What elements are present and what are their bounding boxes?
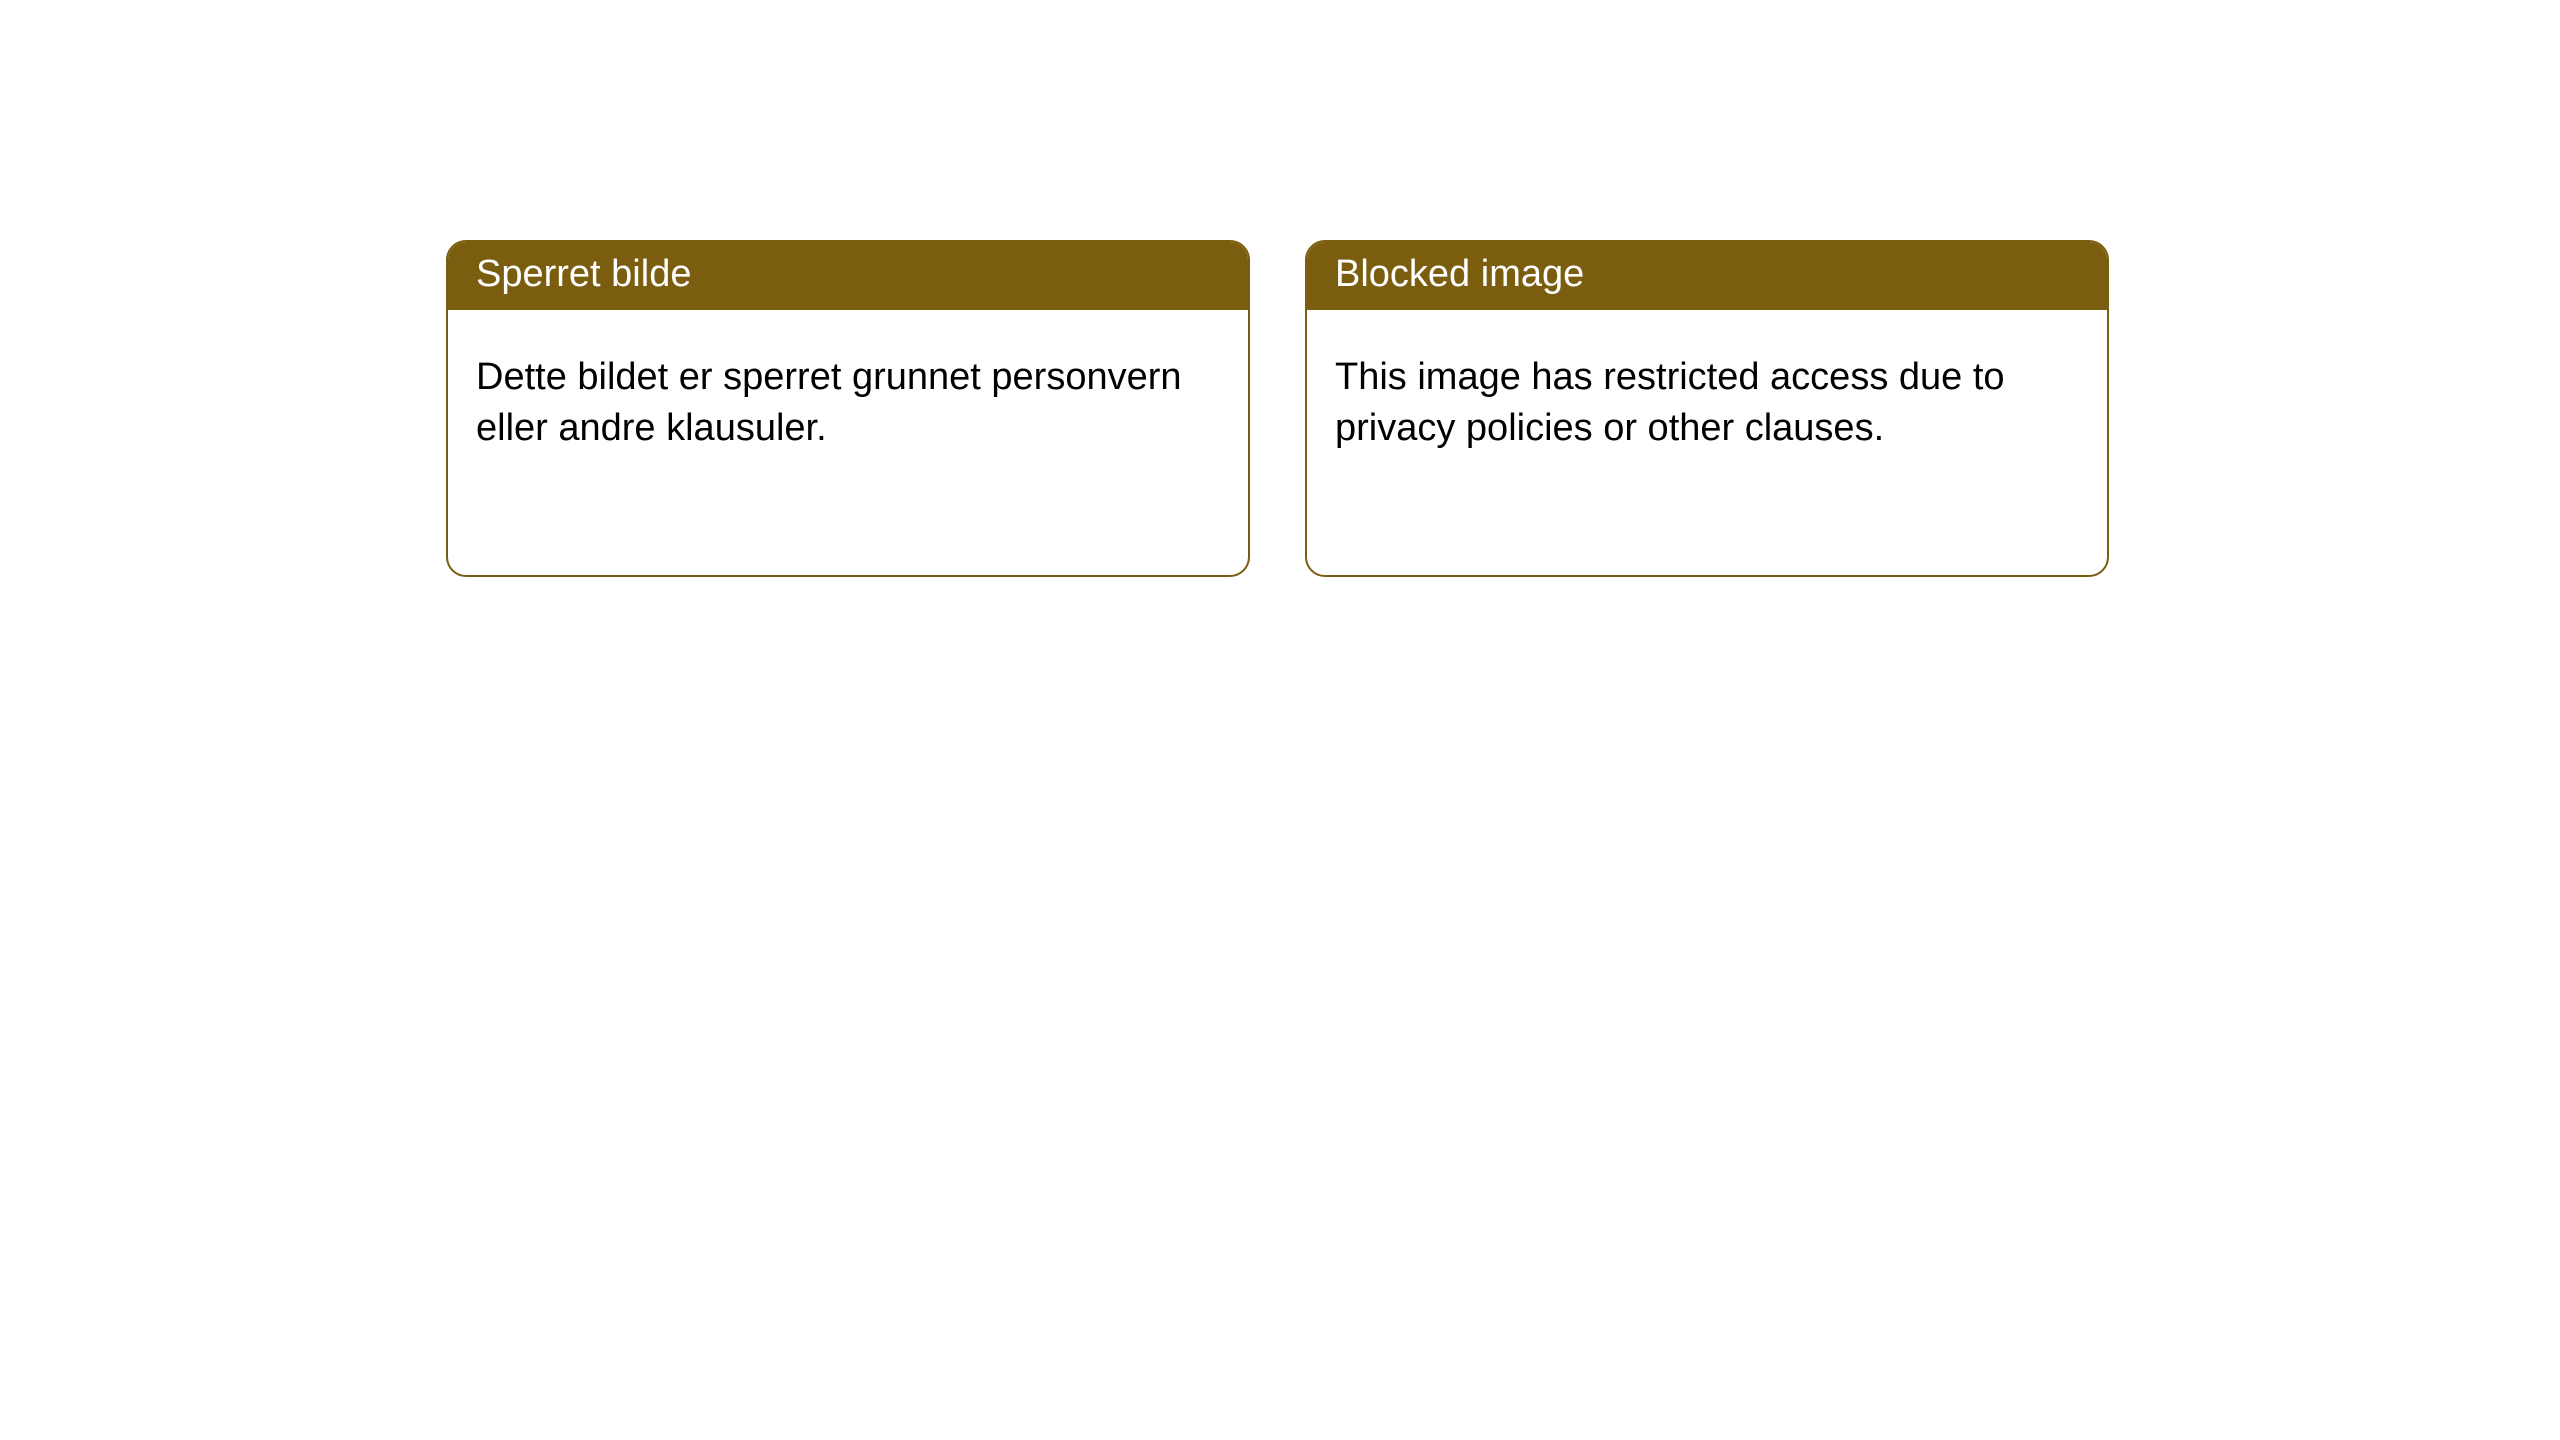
notice-title-norwegian: Sperret bilde bbox=[448, 242, 1248, 310]
notice-card-norwegian: Sperret bilde Dette bildet er sperret gr… bbox=[446, 240, 1250, 577]
notice-card-english: Blocked image This image has restricted … bbox=[1305, 240, 2109, 577]
notice-container: Sperret bilde Dette bildet er sperret gr… bbox=[0, 0, 2560, 577]
notice-body-norwegian: Dette bildet er sperret grunnet personve… bbox=[448, 310, 1248, 483]
notice-body-english: This image has restricted access due to … bbox=[1307, 310, 2107, 483]
notice-title-english: Blocked image bbox=[1307, 242, 2107, 310]
